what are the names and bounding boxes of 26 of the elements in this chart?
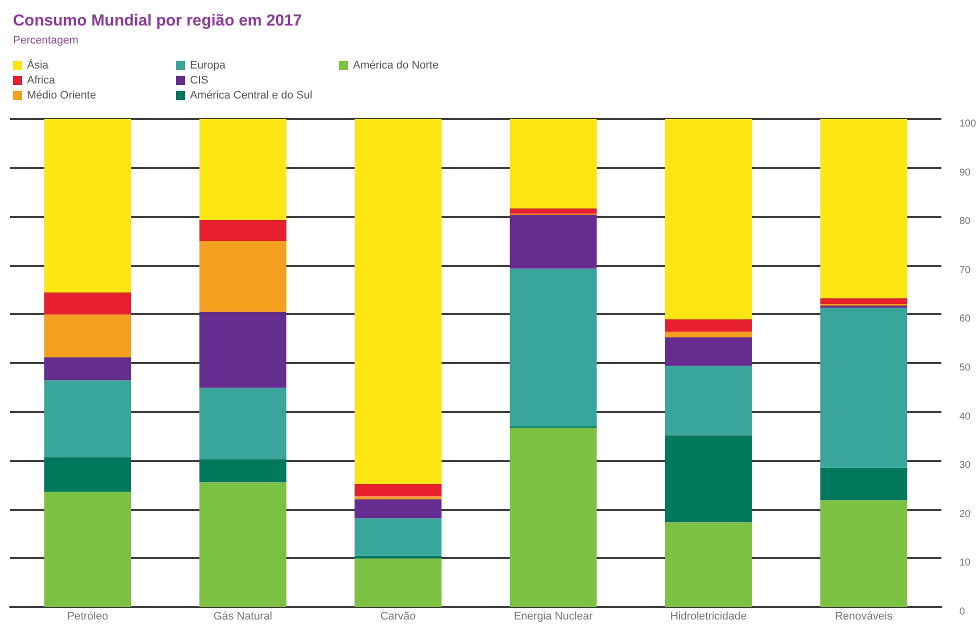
y-tick-label: 90 <box>959 167 971 178</box>
legend-label: América do Norte <box>353 60 439 72</box>
legend-label: América Central e do Sul <box>190 90 312 102</box>
x-tick-label: Hidroletricidade <box>670 610 747 622</box>
x-tick-label: Gás Natural <box>213 610 272 622</box>
legend-label: CIS <box>190 74 208 86</box>
legend-label: Médio Oriente <box>27 90 96 102</box>
y-tick-label: 80 <box>959 216 971 228</box>
y-tick-label: 50 <box>959 362 971 374</box>
chart-title: Consumo Mundial por região em 2017 <box>13 12 302 30</box>
y-tick-label: 0 <box>959 606 966 618</box>
y-tick-label: 10 <box>959 558 971 569</box>
y-tick-label: 60 <box>959 314 971 325</box>
y-tick-label: 70 <box>959 264 971 276</box>
y-tick-label: 20 <box>959 508 971 520</box>
y-tick-label: 40 <box>959 411 971 422</box>
legend-label: Europa <box>190 60 226 72</box>
y-tick-label: 100 <box>959 118 976 130</box>
x-tick-label: Renováveis <box>834 610 893 622</box>
chart-subtitle: Percentagem <box>13 34 78 46</box>
x-tick-label: Petróleo <box>67 610 108 622</box>
y-tick-label: 30 <box>959 460 971 472</box>
legend-label: Ásia <box>27 58 50 72</box>
x-tick-label: Energia Nuclear <box>514 610 594 622</box>
x-tick-label: Carvão <box>380 610 416 622</box>
legend-label: Africa <box>27 74 56 86</box>
